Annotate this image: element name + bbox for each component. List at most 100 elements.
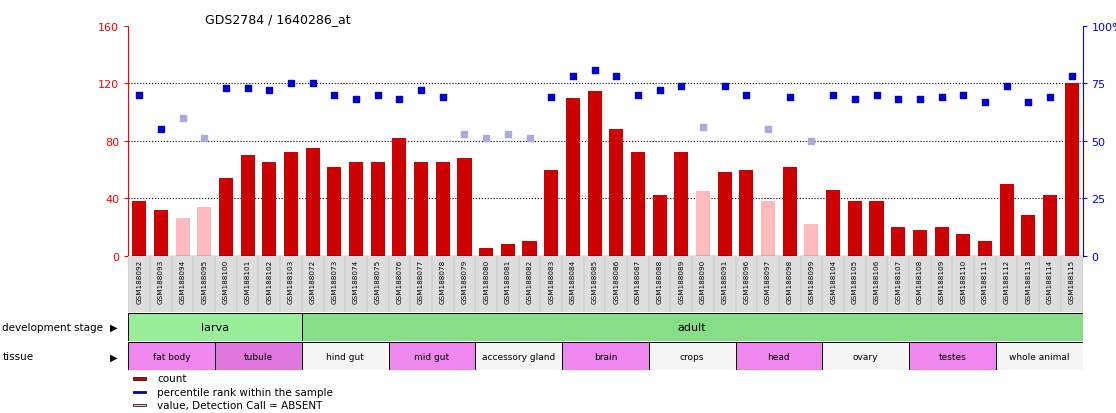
Bar <box>283 153 298 256</box>
Bar <box>631 153 645 256</box>
Point <box>954 92 972 99</box>
Point <box>195 136 213 142</box>
Bar <box>388 342 475 370</box>
Text: GSM188081: GSM188081 <box>504 259 511 303</box>
Point <box>825 92 843 99</box>
Text: GSM188080: GSM188080 <box>483 259 489 303</box>
Text: GSM188073: GSM188073 <box>331 259 337 303</box>
Text: GSM188097: GSM188097 <box>766 259 771 303</box>
Bar <box>805 225 818 256</box>
Text: GSM188100: GSM188100 <box>223 259 229 303</box>
Bar <box>1000 185 1013 256</box>
Bar <box>934 228 949 256</box>
Bar <box>1043 196 1057 256</box>
Text: head: head <box>768 352 790 361</box>
Bar <box>393 139 406 256</box>
Text: GSM188082: GSM188082 <box>527 259 532 303</box>
Bar <box>133 404 146 406</box>
Text: GDS2784 / 1640286_at: GDS2784 / 1640286_at <box>204 13 350 26</box>
Bar <box>175 219 190 256</box>
Bar <box>822 342 910 370</box>
Bar <box>609 130 624 256</box>
Text: whole animal: whole animal <box>1009 352 1069 361</box>
Text: GSM188114: GSM188114 <box>1047 259 1054 303</box>
Text: percentile rank within the sample: percentile rank within the sample <box>157 387 333 397</box>
Text: GSM188096: GSM188096 <box>743 259 749 303</box>
Point <box>542 95 560 101</box>
Text: GSM188112: GSM188112 <box>1003 259 1010 303</box>
Bar <box>562 342 648 370</box>
Text: GSM188085: GSM188085 <box>591 259 597 303</box>
Bar <box>735 342 822 370</box>
Bar <box>128 313 301 341</box>
Bar <box>198 207 211 256</box>
Text: brain: brain <box>594 352 617 361</box>
Text: count: count <box>157 373 186 383</box>
Text: mid gut: mid gut <box>414 352 450 361</box>
Bar <box>219 179 233 256</box>
Text: GSM188076: GSM188076 <box>396 259 403 303</box>
Text: GSM188101: GSM188101 <box>244 259 251 303</box>
Text: development stage: development stage <box>2 322 104 332</box>
Point <box>282 81 300 88</box>
Bar <box>978 242 992 256</box>
Bar <box>910 342 995 370</box>
Bar <box>327 167 341 256</box>
Text: GSM188107: GSM188107 <box>895 259 902 303</box>
Bar <box>995 342 1083 370</box>
Bar <box>892 228 905 256</box>
Bar <box>435 163 450 256</box>
Text: GSM188094: GSM188094 <box>180 259 185 303</box>
Bar <box>587 91 602 256</box>
Point <box>715 83 733 90</box>
Bar <box>826 190 840 256</box>
Bar <box>414 163 429 256</box>
Point <box>368 92 386 99</box>
Text: GSM188104: GSM188104 <box>830 259 836 303</box>
Text: GSM188108: GSM188108 <box>917 259 923 303</box>
Text: GSM188109: GSM188109 <box>939 259 944 303</box>
Text: testes: testes <box>939 352 966 361</box>
Point <box>478 136 496 142</box>
Point <box>673 83 691 90</box>
Point <box>174 115 192 122</box>
Text: GSM188086: GSM188086 <box>614 259 619 303</box>
Point <box>651 88 668 94</box>
Text: GSM188083: GSM188083 <box>548 259 555 303</box>
Point <box>629 92 647 99</box>
Text: GSM188084: GSM188084 <box>570 259 576 303</box>
Text: GSM188103: GSM188103 <box>288 259 294 303</box>
Text: GSM188110: GSM188110 <box>960 259 966 303</box>
Point <box>412 88 430 94</box>
Point <box>455 131 473 138</box>
Bar <box>133 391 146 393</box>
Text: larva: larva <box>201 322 229 332</box>
Point <box>499 131 517 138</box>
Bar <box>371 163 385 256</box>
Bar <box>132 202 146 256</box>
Text: GSM188077: GSM188077 <box>418 259 424 303</box>
Point <box>1041 95 1059 101</box>
Bar <box>215 342 301 370</box>
Bar <box>475 342 562 370</box>
Bar <box>349 163 363 256</box>
Text: GSM188090: GSM188090 <box>700 259 706 303</box>
Point <box>1019 99 1037 106</box>
Text: accessory gland: accessory gland <box>482 352 556 361</box>
Point <box>998 83 1016 90</box>
Bar <box>501 244 514 256</box>
Bar <box>479 249 493 256</box>
Point <box>802 138 820 145</box>
Point <box>759 127 777 133</box>
Bar <box>306 149 319 256</box>
Point <box>564 74 581 81</box>
Bar <box>761 202 776 256</box>
Text: fat body: fat body <box>153 352 191 361</box>
Point <box>781 95 799 101</box>
Point <box>846 97 864 104</box>
Bar <box>128 342 215 370</box>
Bar <box>956 235 970 256</box>
Point <box>326 92 344 99</box>
Point <box>152 127 170 133</box>
Bar <box>869 202 884 256</box>
